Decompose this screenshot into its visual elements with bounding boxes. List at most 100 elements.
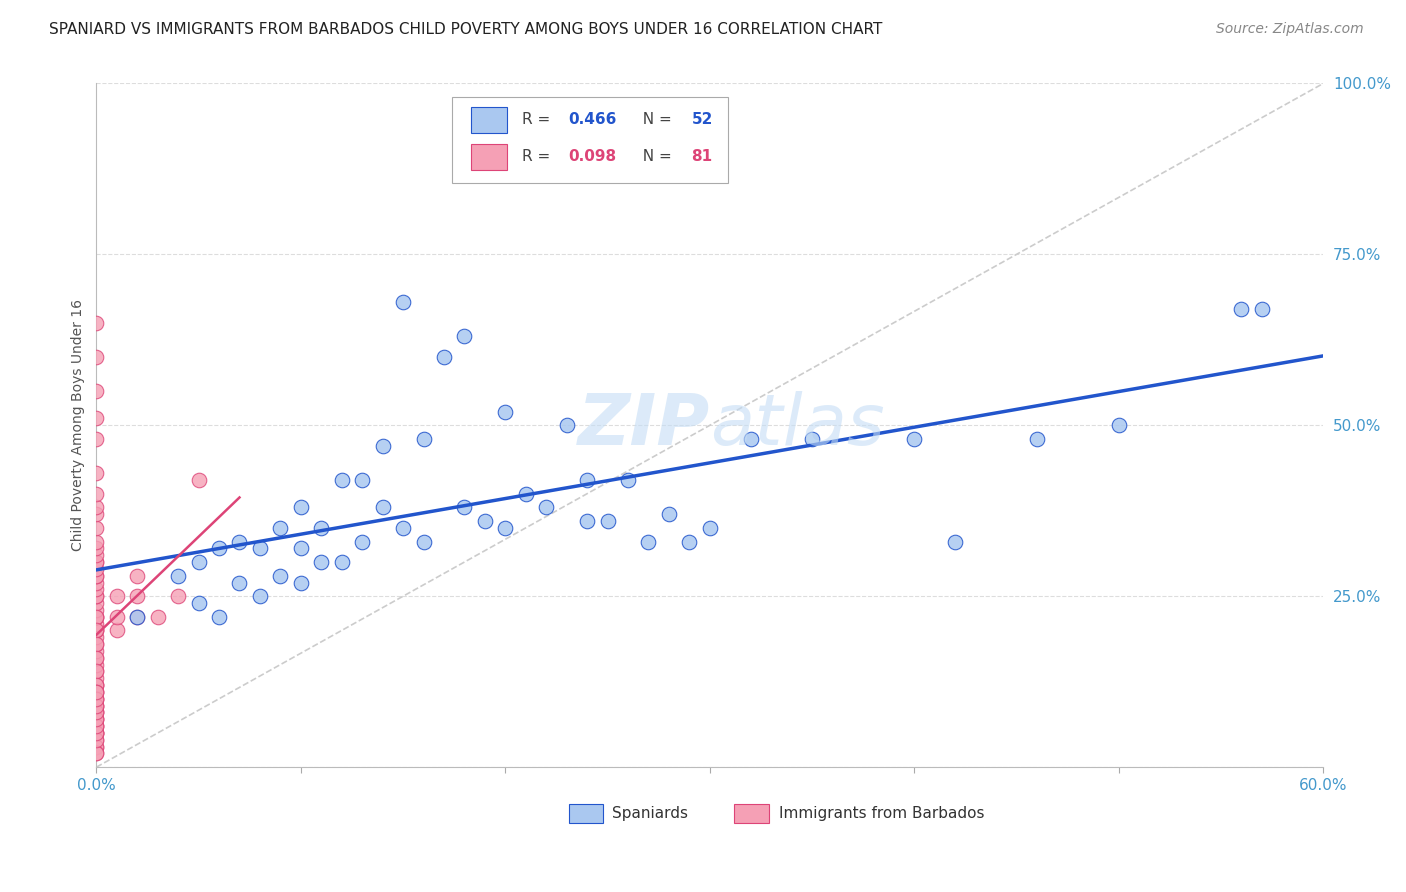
Text: 0.466: 0.466 <box>568 112 617 128</box>
Point <box>494 404 516 418</box>
Point <box>86 507 108 521</box>
Text: Spaniards: Spaniards <box>612 806 688 822</box>
Text: N =: N = <box>633 149 676 164</box>
Point <box>86 575 108 590</box>
Point <box>86 732 108 747</box>
Point <box>86 582 108 597</box>
Point <box>699 521 721 535</box>
Point <box>208 609 231 624</box>
Point <box>330 473 353 487</box>
Point <box>86 411 108 425</box>
Point <box>105 624 128 638</box>
Y-axis label: Child Poverty Among Boys Under 16: Child Poverty Among Boys Under 16 <box>72 300 86 551</box>
Point <box>269 521 291 535</box>
FancyBboxPatch shape <box>734 804 769 823</box>
Point <box>86 616 108 631</box>
Point <box>86 712 108 726</box>
Point <box>86 691 108 706</box>
Point <box>146 609 169 624</box>
Point <box>86 671 108 685</box>
Point <box>801 432 824 446</box>
Point <box>86 665 108 679</box>
Point <box>86 432 108 446</box>
Point <box>86 706 108 720</box>
Point <box>86 500 108 515</box>
Point <box>86 486 108 500</box>
Point <box>86 562 108 576</box>
Point <box>86 541 108 556</box>
Point <box>86 719 108 733</box>
Point <box>86 624 108 638</box>
Point <box>596 514 619 528</box>
Point <box>167 589 190 603</box>
Point <box>127 568 149 582</box>
Text: 81: 81 <box>692 149 713 164</box>
Point <box>86 726 108 740</box>
Point <box>576 514 599 528</box>
Point <box>167 568 190 582</box>
Point <box>576 473 599 487</box>
Point <box>86 596 108 610</box>
Point <box>86 747 108 761</box>
Point <box>86 698 108 713</box>
Point <box>187 555 209 569</box>
Point <box>371 439 394 453</box>
Point <box>86 650 108 665</box>
Point <box>494 521 516 535</box>
Point <box>86 678 108 692</box>
FancyBboxPatch shape <box>471 107 508 133</box>
Point <box>352 473 374 487</box>
Point <box>86 726 108 740</box>
Point <box>86 665 108 679</box>
Point <box>249 589 271 603</box>
Point <box>127 589 149 603</box>
Point <box>86 726 108 740</box>
Point <box>86 719 108 733</box>
Point <box>86 568 108 582</box>
Point <box>86 685 108 699</box>
Point <box>1026 432 1049 446</box>
Point <box>86 747 108 761</box>
Point <box>86 555 108 569</box>
Point <box>86 726 108 740</box>
Point <box>534 500 557 515</box>
Text: Source: ZipAtlas.com: Source: ZipAtlas.com <box>1216 22 1364 37</box>
Point <box>86 637 108 651</box>
Point <box>86 732 108 747</box>
Point <box>290 575 312 590</box>
Point <box>86 603 108 617</box>
Point <box>86 685 108 699</box>
Point <box>943 534 966 549</box>
Point <box>678 534 700 549</box>
Text: ZIP: ZIP <box>578 391 710 459</box>
Point <box>617 473 640 487</box>
Point <box>86 685 108 699</box>
Point <box>228 534 250 549</box>
Point <box>392 521 415 535</box>
Point <box>86 698 108 713</box>
Point <box>86 678 108 692</box>
Point <box>474 514 496 528</box>
Point <box>86 650 108 665</box>
Point <box>86 678 108 692</box>
Point <box>1108 418 1130 433</box>
Point <box>311 555 333 569</box>
Point <box>392 295 415 310</box>
Point <box>903 432 925 446</box>
Point <box>433 350 456 364</box>
Text: atlas: atlas <box>710 391 884 459</box>
Point <box>352 534 374 549</box>
Point <box>187 473 209 487</box>
Point <box>555 418 578 433</box>
Point <box>86 719 108 733</box>
Point <box>86 609 108 624</box>
Point <box>127 609 149 624</box>
Point <box>86 706 108 720</box>
Point <box>86 316 108 330</box>
Point <box>86 589 108 603</box>
Point <box>86 739 108 754</box>
Point <box>412 534 434 549</box>
Text: 0.098: 0.098 <box>568 149 617 164</box>
Point <box>86 609 108 624</box>
Point <box>86 548 108 562</box>
